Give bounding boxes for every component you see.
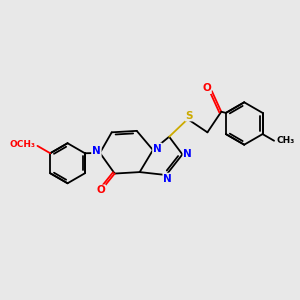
Text: O: O bbox=[202, 83, 211, 93]
Text: N: N bbox=[163, 174, 172, 184]
Text: N: N bbox=[92, 146, 101, 157]
Text: O: O bbox=[97, 185, 105, 195]
Text: CH₃: CH₃ bbox=[276, 136, 294, 145]
Text: OCH₃: OCH₃ bbox=[9, 140, 35, 149]
Text: S: S bbox=[185, 110, 193, 121]
Text: N: N bbox=[153, 143, 162, 154]
Text: N: N bbox=[183, 149, 192, 159]
